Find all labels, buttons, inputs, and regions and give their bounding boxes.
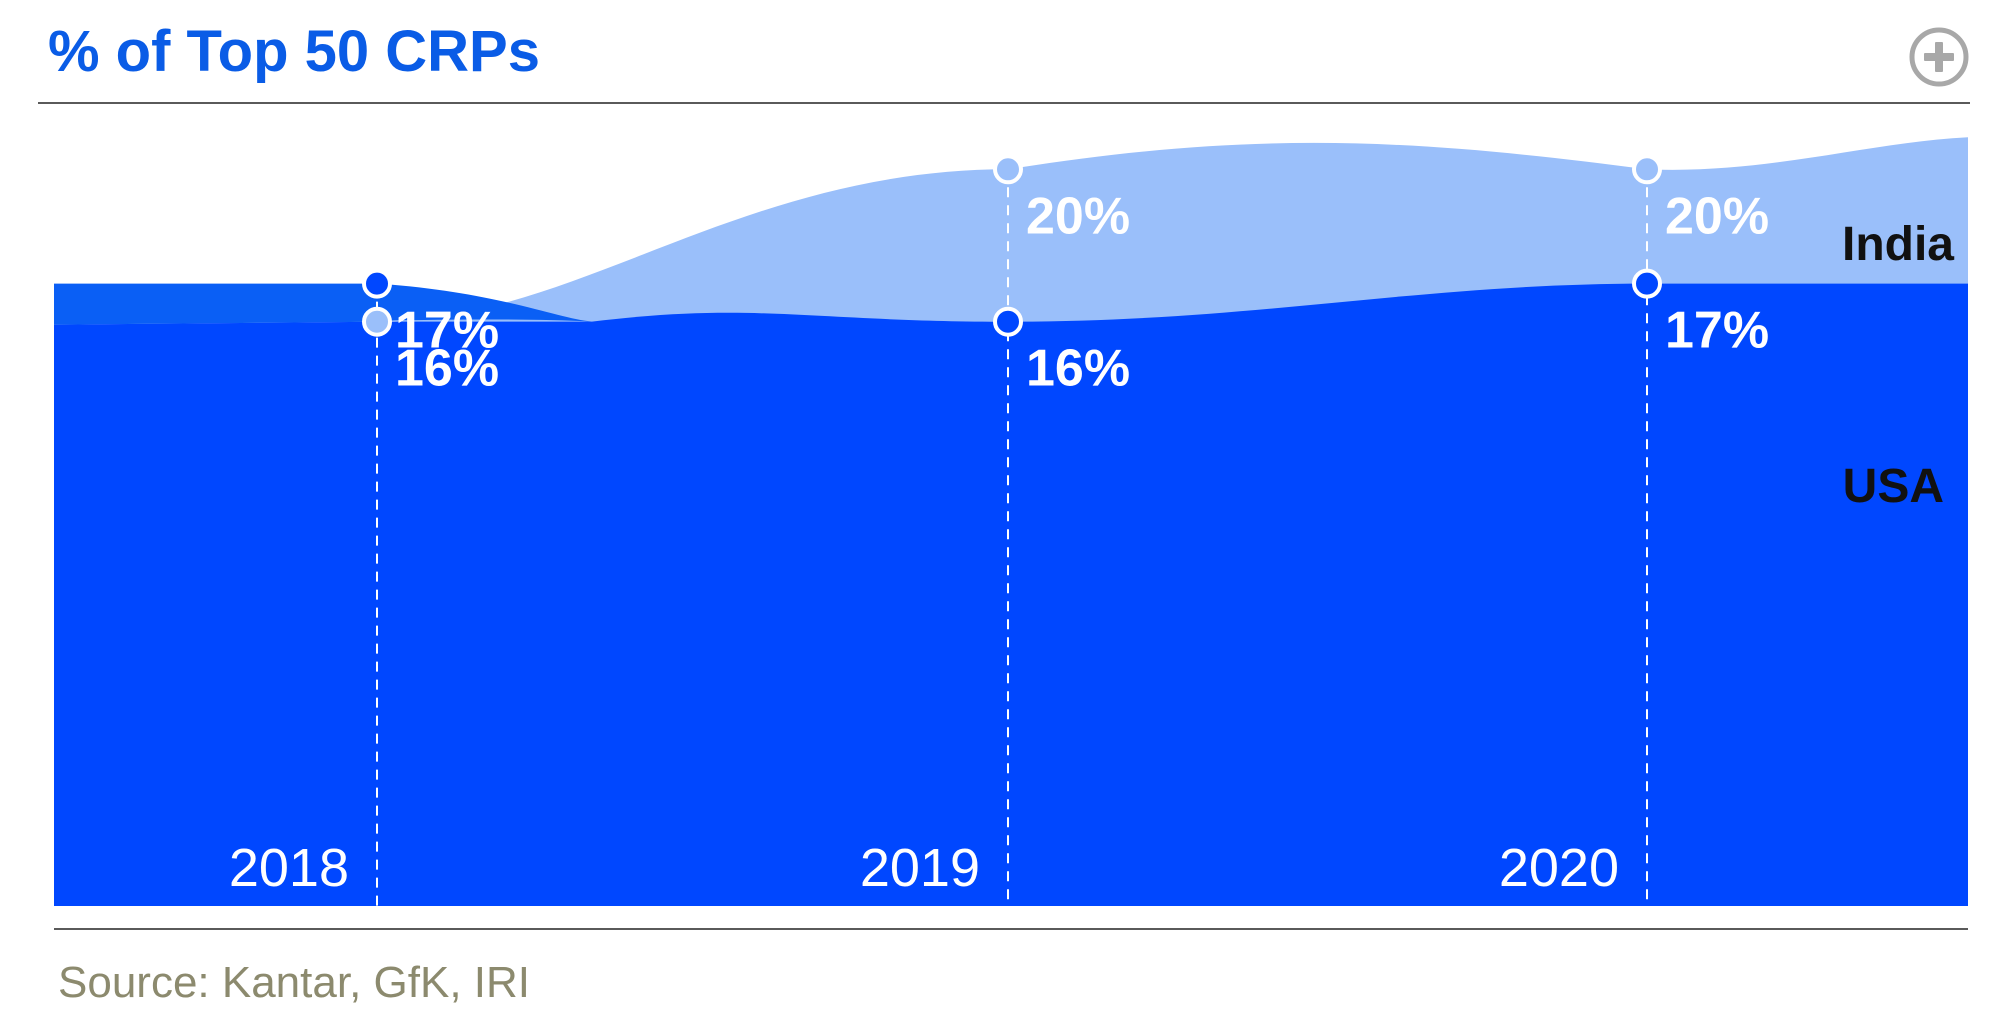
india-marker-2019	[993, 154, 1023, 185]
source-note: Source: Kantar, GfK, IRI	[58, 958, 530, 1007]
year-label-2018: 2018	[229, 838, 349, 898]
usa-marker-2019	[993, 306, 1023, 337]
chart-baseline-divider	[54, 928, 1968, 930]
usa-area	[54, 283, 1968, 907]
legend-india: India	[1842, 218, 1954, 271]
india-value-2020: 20%	[1665, 187, 1769, 245]
india-marker-2020	[1632, 154, 1662, 185]
india-marker-2018	[362, 306, 392, 337]
expand-button[interactable]	[1908, 26, 1970, 88]
usa-value-2019: 16%	[1026, 340, 1130, 398]
usa-marker-2020	[1632, 268, 1662, 299]
chart-title: % of Top 50 CRPs	[48, 19, 540, 84]
usa-value-2018: 17%	[395, 302, 499, 360]
year-label-2020: 2020	[1499, 838, 1619, 898]
india-value-2018: 16%	[395, 340, 499, 398]
usa-marker-2018	[362, 268, 392, 299]
india-value-2019: 20%	[1026, 187, 1130, 245]
legend-usa: USA	[1843, 460, 1944, 513]
usa-value-2020: 17%	[1665, 302, 1769, 360]
usa-2018-area	[54, 283, 592, 325]
plus-circle-icon	[1909, 27, 1969, 87]
title-divider	[38, 102, 1970, 104]
year-label-2019: 2019	[860, 838, 980, 898]
